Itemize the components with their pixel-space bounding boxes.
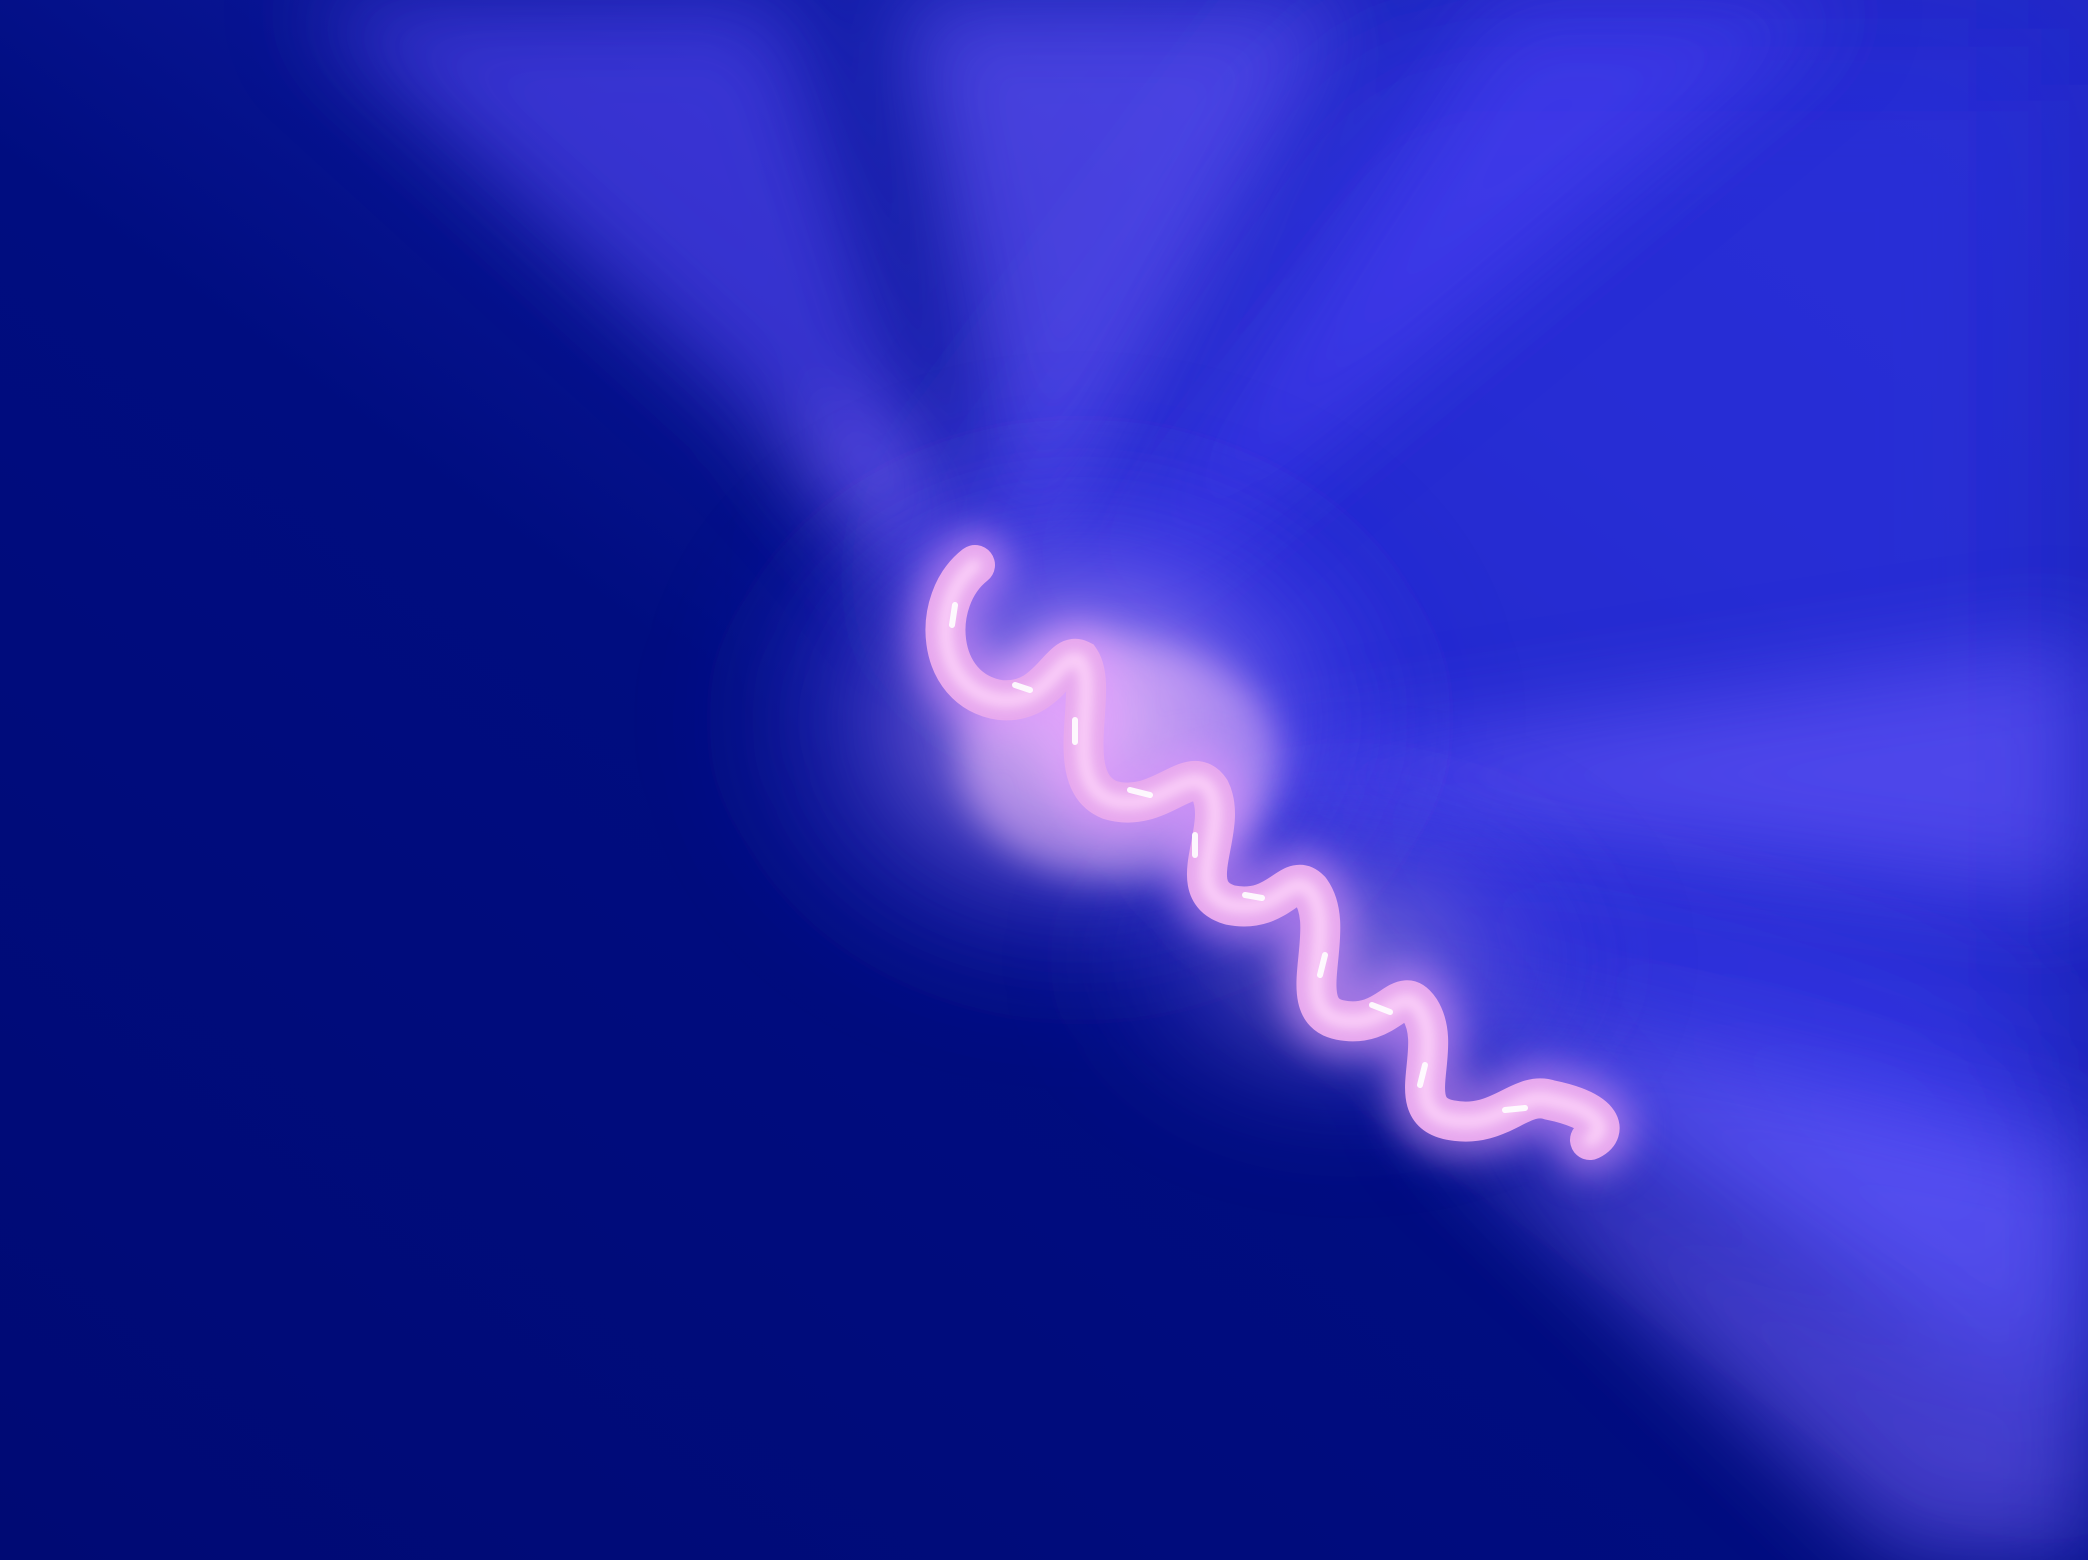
glowing-helix-icon — [910, 530, 1635, 1175]
